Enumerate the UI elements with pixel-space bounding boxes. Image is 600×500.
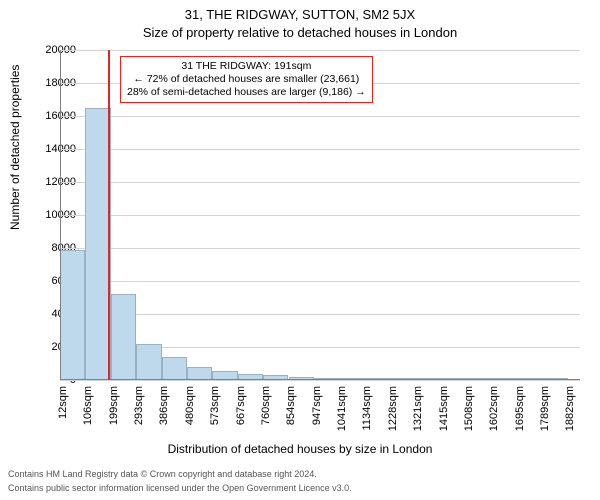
x-tick-label: 1228sqm bbox=[387, 386, 399, 431]
y-axis-line bbox=[60, 50, 61, 380]
x-tick-label: 1415sqm bbox=[438, 386, 450, 431]
annotation-box: 31 THE RIDGWAY: 191sqm← 72% of detached … bbox=[120, 56, 373, 103]
histogram-bar bbox=[136, 344, 161, 380]
gridline bbox=[60, 248, 580, 249]
gridline bbox=[60, 116, 580, 117]
gridline bbox=[60, 380, 580, 381]
title-text-1: 31, THE RIDGWAY, SUTTON, SM2 5JX bbox=[185, 7, 415, 22]
gridline bbox=[60, 50, 580, 51]
x-tick-label: 1882sqm bbox=[564, 386, 576, 431]
x-tick-label: 1602sqm bbox=[488, 386, 500, 431]
x-tick-label: 1041sqm bbox=[336, 386, 348, 431]
plot-area: 31 THE RIDGWAY: 191sqm← 72% of detached … bbox=[60, 50, 580, 380]
footer-text-2: Contains public sector information licen… bbox=[8, 483, 352, 493]
y-axis-label: Number of detached properties bbox=[6, 65, 24, 230]
chart-title-line2: Size of property relative to detached ho… bbox=[0, 24, 600, 42]
annotation-line2: ← 72% of detached houses are smaller (23… bbox=[127, 73, 366, 86]
chart-container: 31, THE RIDGWAY, SUTTON, SM2 5JX Size of… bbox=[0, 0, 600, 500]
x-axis-label-text: Distribution of detached houses by size … bbox=[168, 442, 433, 456]
gridline bbox=[60, 149, 580, 150]
gridline bbox=[60, 182, 580, 183]
x-tick-label: 760sqm bbox=[260, 386, 272, 425]
x-tick-label: 1321sqm bbox=[412, 386, 424, 431]
x-tick-label: 1134sqm bbox=[361, 386, 373, 430]
chart-title-line1: 31, THE RIDGWAY, SUTTON, SM2 5JX bbox=[0, 6, 600, 24]
gridline bbox=[60, 281, 580, 282]
x-tick-label: 480sqm bbox=[184, 386, 196, 425]
x-tick-label: 1508sqm bbox=[463, 386, 475, 431]
title-text-2: Size of property relative to detached ho… bbox=[143, 25, 457, 40]
x-tick-label: 573sqm bbox=[209, 386, 221, 425]
subject-marker-line bbox=[108, 50, 110, 380]
gridline bbox=[60, 215, 580, 216]
x-axis-label: Distribution of detached houses by size … bbox=[0, 440, 600, 458]
gridline bbox=[60, 314, 580, 315]
x-axis-line bbox=[60, 379, 580, 380]
annotation-line3: 28% of semi-detached houses are larger (… bbox=[127, 86, 366, 99]
annotation-line1: 31 THE RIDGWAY: 191sqm bbox=[127, 60, 366, 73]
footer-line2: Contains public sector information licen… bbox=[8, 478, 352, 496]
x-tick-label: 947sqm bbox=[311, 386, 323, 425]
y-axis-label-text: Number of detached properties bbox=[8, 65, 22, 230]
x-tick-label: 12sqm bbox=[57, 386, 69, 419]
x-tick-label: 199sqm bbox=[108, 386, 120, 425]
histogram-bar bbox=[111, 294, 136, 380]
x-tick-label: 293sqm bbox=[133, 386, 145, 425]
histogram-bar bbox=[162, 357, 187, 380]
x-tick-label: 854sqm bbox=[285, 386, 297, 425]
x-tick-label: 106sqm bbox=[82, 386, 94, 425]
x-tick-label: 386sqm bbox=[158, 386, 170, 425]
x-tick-label: 667sqm bbox=[235, 386, 247, 425]
histogram-bar bbox=[60, 250, 85, 380]
x-tick-label: 1695sqm bbox=[514, 386, 526, 431]
x-tick-label: 1789sqm bbox=[539, 386, 551, 431]
